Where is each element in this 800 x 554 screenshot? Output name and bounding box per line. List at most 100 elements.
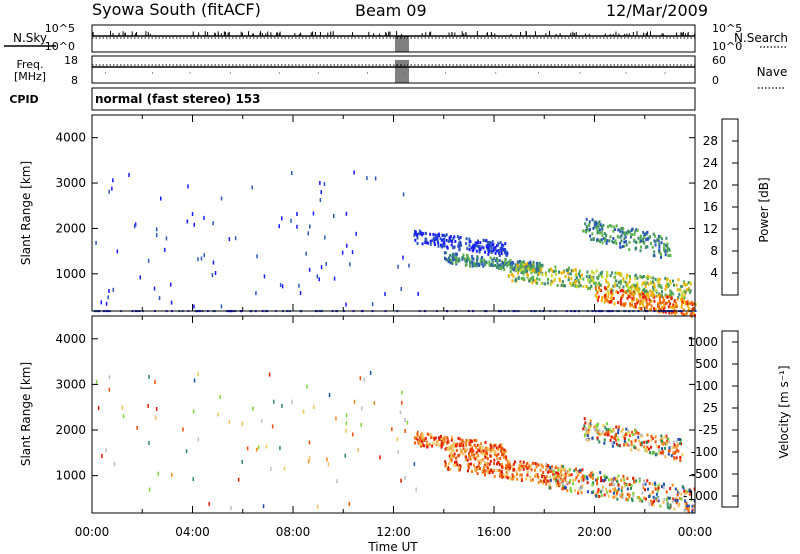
power-cell <box>452 246 455 250</box>
power-cell <box>545 273 548 277</box>
velocity-cell <box>458 464 461 468</box>
velocity-cell <box>467 469 469 473</box>
velocity-cell <box>291 399 293 404</box>
velocity-cell <box>544 476 547 480</box>
velocity-cell <box>488 467 491 471</box>
velocity-cell <box>669 505 672 509</box>
velocity-cell <box>455 456 458 460</box>
velocity-cell <box>675 456 678 460</box>
power-cell <box>608 283 611 287</box>
velocity-cell <box>669 449 671 453</box>
velocity-cell <box>601 432 604 436</box>
power-cell <box>488 260 491 264</box>
power-cell <box>496 264 499 268</box>
power-cell <box>281 284 284 289</box>
power-cell <box>515 267 518 271</box>
velocity-cell <box>620 429 623 433</box>
power-cell <box>509 270 512 274</box>
power-cell <box>107 295 109 300</box>
power-cell <box>203 253 205 258</box>
power-cell <box>425 239 428 243</box>
velocity-cell <box>626 428 629 432</box>
power-cell <box>631 297 634 301</box>
power-cell <box>203 215 205 220</box>
power-cell <box>601 296 603 300</box>
power-cell <box>461 257 464 261</box>
velocity-cell <box>615 442 618 446</box>
power-cell <box>402 255 404 260</box>
power-cell <box>499 267 502 270</box>
power-cell <box>595 222 598 226</box>
power-cell <box>572 281 575 285</box>
power-cell <box>519 260 521 263</box>
power-cell <box>659 235 662 239</box>
velocity-cell <box>591 483 594 487</box>
power-cell <box>506 262 509 266</box>
power-cell <box>622 227 625 231</box>
power-cell <box>598 231 601 235</box>
velocity-cell <box>597 494 600 498</box>
power-cell <box>454 257 457 261</box>
power-cell <box>625 276 628 280</box>
power-cell <box>642 292 644 296</box>
power-cell <box>687 281 690 285</box>
velocity-cell <box>549 470 552 474</box>
velocity-cell <box>587 428 590 432</box>
power-cell <box>170 282 172 287</box>
velocity-cell <box>583 424 586 428</box>
velocity-cell <box>675 501 678 505</box>
power-cell <box>636 288 639 292</box>
power-cell <box>664 293 667 297</box>
power-cell <box>602 223 605 227</box>
velocity-cell <box>555 481 558 485</box>
velocity-cell <box>600 479 602 483</box>
power-cell <box>440 243 442 247</box>
power-cell <box>448 258 451 262</box>
velocity-cell <box>510 477 513 481</box>
power-cell <box>451 240 454 243</box>
power-cell <box>664 253 667 257</box>
velocity-cell <box>519 462 522 466</box>
velocity-cell <box>581 484 584 488</box>
velocity-cell <box>654 487 657 491</box>
velocity-cell <box>630 484 633 487</box>
velocity-cell <box>527 466 530 470</box>
power-cell <box>648 298 651 302</box>
velocity-cell <box>610 477 613 481</box>
power-cell <box>656 238 659 242</box>
velocity-cell <box>557 468 560 472</box>
power-cell <box>482 238 485 242</box>
velocity-cell <box>640 433 643 437</box>
power-cell <box>439 237 442 241</box>
velocity-cell <box>509 464 511 468</box>
velocity-cell <box>465 447 468 451</box>
velocity-cell <box>475 456 478 460</box>
power-cell <box>529 268 531 272</box>
velocity-cell <box>511 473 514 477</box>
power-cell <box>673 304 676 308</box>
velocity-cell <box>632 492 635 496</box>
power-cell <box>663 303 666 307</box>
velocity-cell <box>416 434 419 438</box>
power-cell <box>576 285 579 289</box>
power-cell <box>319 181 321 185</box>
power-cell <box>638 306 641 310</box>
power-cell <box>631 299 634 303</box>
velocity-cell <box>443 436 446 440</box>
velocity-cell <box>614 438 617 442</box>
velocity-cell <box>579 487 582 491</box>
velocity-cell <box>429 433 432 437</box>
power-cell <box>694 303 697 307</box>
velocity-cell <box>564 476 567 480</box>
velocity-cell <box>478 444 481 448</box>
power-cell <box>537 268 540 272</box>
power-cell <box>589 227 591 231</box>
time-axis: 00:00 04:00 08:00 12:00 16:00 20:00 00:00 <box>75 525 713 539</box>
velocity-cell <box>625 497 628 501</box>
power-cell <box>558 277 561 281</box>
velocity-cell <box>531 478 534 482</box>
power-cell <box>513 266 516 270</box>
power-cell <box>436 236 439 240</box>
power-cell <box>442 234 445 237</box>
power-cell <box>477 263 480 266</box>
